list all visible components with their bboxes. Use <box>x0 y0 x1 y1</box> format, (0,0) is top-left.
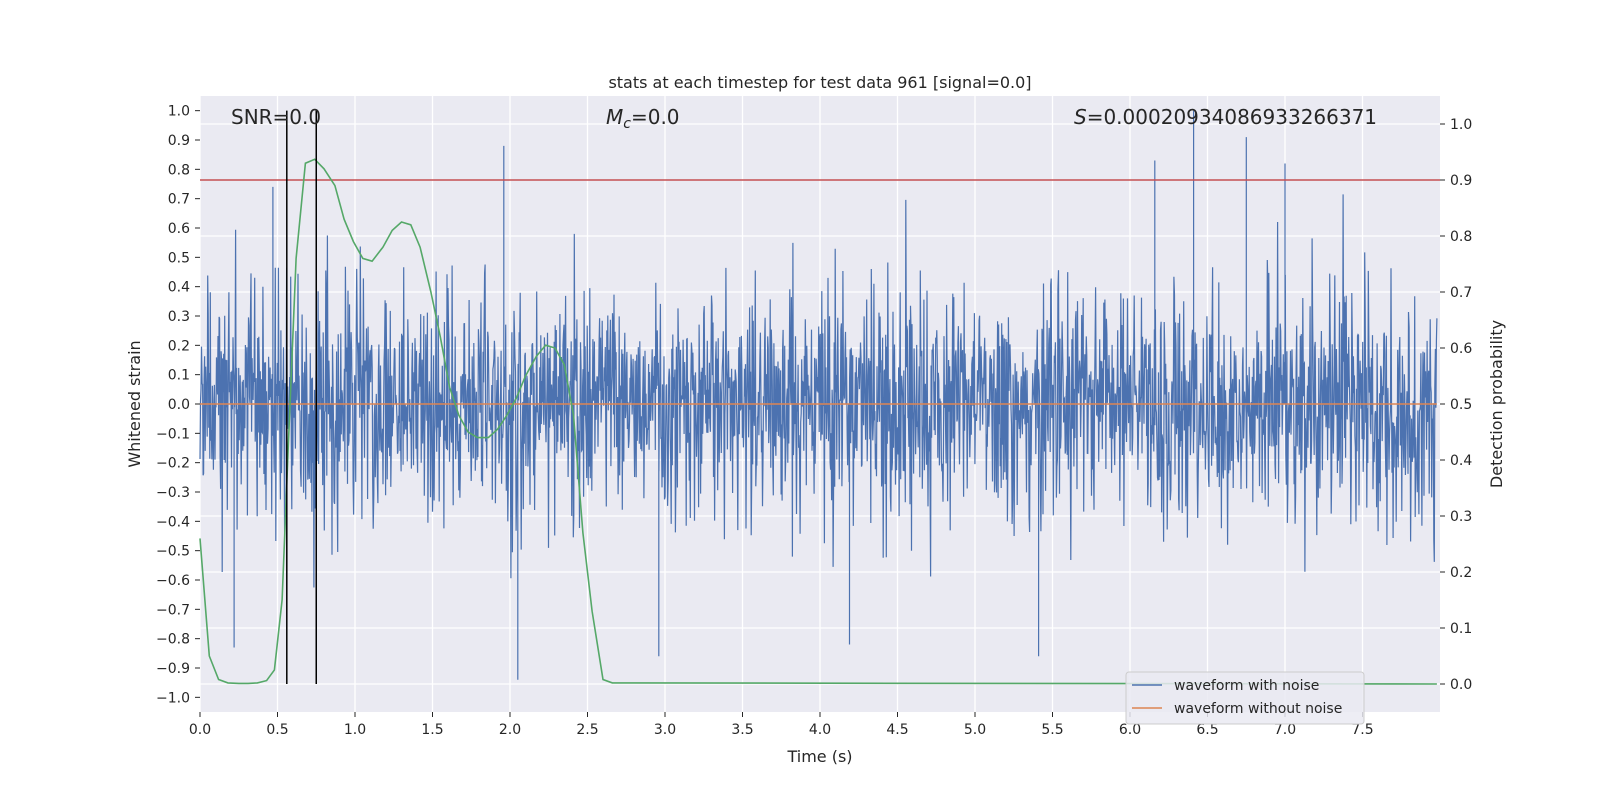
x-tick-label: 6.0 <box>1119 722 1141 738</box>
y-left-tick-label: 0.4 <box>168 280 190 296</box>
x-tick-label: 7.5 <box>1351 722 1373 738</box>
series-detection-probability <box>199 158 1437 685</box>
y-left-tick-label: 0.1 <box>168 368 190 384</box>
x-tick-label: 0.0 <box>189 722 211 738</box>
x-tick-label: 1.5 <box>421 722 443 738</box>
x-tick-label: 2.0 <box>499 722 521 738</box>
y-left-tick-label: 0.5 <box>168 250 190 266</box>
series-waveform-with-noise <box>199 110 1438 680</box>
y-left-tick-label: −0.4 <box>156 514 190 530</box>
y-left-tick-label: 0.0 <box>168 397 190 413</box>
x-tick-label: 5.0 <box>964 722 986 738</box>
annotation-s: S=0.00020934086933266371 <box>1074 105 1377 129</box>
y-left-tick-label: −1.0 <box>156 690 190 706</box>
y-right-tick-label: 0.1 <box>1450 621 1472 637</box>
y-right-axis-label: Detection probability <box>1487 320 1506 488</box>
y-left-axis-label: Whitened strain <box>125 340 144 467</box>
x-tick-label: 4.5 <box>886 722 908 738</box>
y-left-tick-label: 0.8 <box>168 162 190 178</box>
y-left-tick-label: −0.5 <box>156 544 190 560</box>
legend-label-noise: waveform with noise <box>1174 678 1319 694</box>
y-left-tick-label: 0.2 <box>168 338 190 354</box>
y-left-tick-label: −0.2 <box>156 456 190 472</box>
y-right-axis-ticks: 1.0 0.9 0.8 0.7 0.6 0.5 0.4 0.3 0.2 0.1 0.0 <box>1440 117 1472 693</box>
x-tick-label: 5.5 <box>1041 722 1063 738</box>
legend-label-no-noise: waveform without noise <box>1174 701 1342 717</box>
x-tick-label: 6.5 <box>1196 722 1218 738</box>
y-left-tick-label: 0.9 <box>168 133 190 149</box>
annotation-snr: SNR=0.0 <box>231 105 321 129</box>
window-markers <box>286 110 317 684</box>
annotation-s-symbol: S <box>1074 105 1087 129</box>
legend: waveform with noise waveform without noi… <box>1125 671 1365 725</box>
y-right-tick-label: 0.5 <box>1450 397 1472 413</box>
y-right-tick-label: 0.3 <box>1450 509 1472 525</box>
x-tick-label: 2.5 <box>576 722 598 738</box>
y-left-tick-label: −0.3 <box>156 485 190 501</box>
y-left-tick-label: 1.0 <box>168 104 190 120</box>
annotation-mc: Mc=0.0 <box>606 105 680 132</box>
x-tick-label: 3.0 <box>654 722 676 738</box>
y-left-tick-label: −0.9 <box>156 661 190 677</box>
x-axis-ticks: 0.0 0.5 1.0 1.5 2.0 2.5 3.0 3.5 4.0 4.5 5.0 5.5 6.0 6… <box>189 712 1374 738</box>
y-left-tick-label: 0.3 <box>168 309 190 325</box>
y-right-tick-label: 0.0 <box>1450 677 1472 693</box>
x-tick-label: 7.0 <box>1274 722 1296 738</box>
annotation-s-value: =0.00020934086933266371 <box>1087 105 1377 129</box>
chart-title: stats at each timestep for test data 961… <box>608 73 1031 92</box>
annotation-mc-sub: c <box>623 116 631 132</box>
y-right-tick-label: 1.0 <box>1450 117 1472 133</box>
x-axis-label: Time (s) <box>786 747 852 766</box>
x-tick-label: 3.5 <box>731 722 753 738</box>
annotation-mc-symbol: M <box>606 105 623 129</box>
y-right-tick-label: 0.7 <box>1450 285 1472 301</box>
x-tick-label: 1.0 <box>344 722 366 738</box>
y-right-tick-label: 0.9 <box>1450 173 1472 189</box>
y-right-tick-label: 0.8 <box>1450 229 1472 245</box>
legend-box <box>1125 671 1365 725</box>
x-tick-label: 4.0 <box>809 722 831 738</box>
y-left-tick-label: −0.7 <box>156 602 190 618</box>
y-left-tick-label: 0.6 <box>168 221 190 237</box>
y-right-tick-label: 0.6 <box>1450 341 1472 357</box>
y-left-tick-label: 0.7 <box>168 192 190 208</box>
x-tick-label: 0.5 <box>266 722 288 738</box>
annotation-mc-value: =0.0 <box>631 105 680 129</box>
y-right-tick-label: 0.2 <box>1450 565 1472 581</box>
y-left-axis-ticks: 1.0 0.9 0.8 0.7 0.6 0.5 0.4 0.3 0.2 0.1 0.0 −0.1 −0.… <box>156 104 200 706</box>
y-right-tick-label: 0.4 <box>1450 453 1472 469</box>
y-left-tick-label: −0.6 <box>156 573 190 589</box>
y-left-tick-label: −0.8 <box>156 632 190 648</box>
y-left-tick-label: −0.1 <box>156 426 190 442</box>
